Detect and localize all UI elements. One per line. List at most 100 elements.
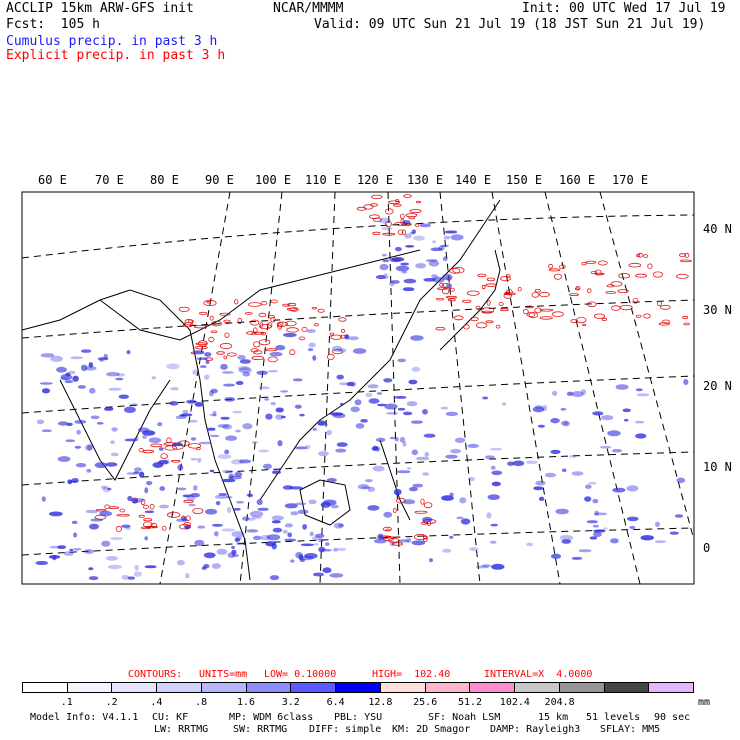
explicit-contour [363, 204, 374, 210]
explicit-contour [449, 267, 461, 274]
explicit-contour [503, 292, 516, 296]
cumulus-cell [415, 456, 430, 461]
explicit-contour [643, 313, 651, 319]
explicit-contour [485, 283, 497, 287]
cumulus-cell [444, 230, 458, 234]
cumulus-cell [467, 443, 480, 448]
cumulus-cell [551, 390, 558, 396]
cumulus-cell [194, 539, 205, 547]
cumulus-cell [217, 424, 229, 428]
explicit-contour [289, 349, 296, 356]
cumulus-cell [108, 564, 122, 570]
cumulus-cell [399, 436, 406, 443]
cumulus-cell [123, 406, 136, 413]
cumulus-cell [544, 472, 557, 478]
explicit-contour [534, 307, 542, 313]
cumulus-cell [294, 502, 307, 506]
cumulus-cell [275, 414, 284, 420]
cumulus-cell [284, 503, 298, 509]
cumulus-cell [144, 536, 149, 541]
cumulus-cell [442, 256, 448, 262]
explicit-contour [286, 327, 299, 333]
cumulus-cell [586, 520, 598, 524]
cumulus-cell [256, 370, 269, 375]
cumulus-cell [90, 415, 100, 420]
colorbar-swatch [470, 683, 516, 692]
explicit-contour [475, 305, 481, 310]
cumulus-cell [246, 493, 253, 497]
cumulus-cell [297, 509, 309, 514]
cumulus-cell [600, 445, 612, 449]
colorbar-swatch [380, 683, 426, 692]
cumulus-cell [201, 566, 207, 570]
cumulus-cell [459, 497, 467, 504]
explicit-contour [635, 273, 647, 278]
cumulus-cell [74, 419, 87, 424]
forecast-hour: Fcst: 105 h [6, 17, 100, 32]
cumulus-cell [423, 277, 436, 282]
cumulus-cell [226, 496, 233, 499]
cumulus-cell [615, 384, 629, 390]
levels: 51 levels [586, 712, 641, 723]
colorbar-units: mm [698, 697, 711, 708]
cumulus-cell [313, 543, 319, 546]
explicit-contour [587, 301, 597, 308]
cumulus-cell [394, 246, 402, 252]
cumulus-cell [676, 477, 686, 484]
cumulus-cell [89, 523, 100, 530]
explicit-contour [140, 526, 152, 530]
borneo-coast [299, 479, 351, 526]
cumulus-cell [192, 350, 205, 355]
cumulus-cell [612, 449, 623, 453]
cumulus-cell [406, 537, 412, 543]
cumulus-cell [622, 408, 631, 413]
explicit-contour [569, 293, 580, 297]
cumulus-cell [90, 518, 104, 522]
cumulus-cell [242, 371, 251, 377]
cumulus-cell [159, 504, 170, 509]
cumulus-cell [287, 532, 293, 538]
cumulus-cell [73, 547, 82, 551]
cumulus-cell [308, 342, 316, 348]
cumulus-cell [103, 407, 114, 411]
cumulus-cell [654, 540, 667, 543]
cumulus-cell [121, 575, 130, 580]
cumulus-cell [252, 535, 262, 541]
explicit-contour [659, 304, 671, 310]
cumulus-cell [198, 441, 212, 445]
explicit-contour [253, 327, 258, 334]
explicit-contour [447, 298, 456, 302]
lon-line-150 [544, 191, 641, 585]
colorbar-swatch [291, 683, 337, 692]
cumulus-cell [67, 479, 73, 485]
explicit-contour [391, 542, 404, 546]
explicit-contour [420, 498, 425, 505]
contour-label: CONTOURS: [128, 669, 183, 680]
colorbar-tick-label: .1 [60, 697, 73, 708]
cumulus-cell [235, 429, 241, 433]
colorbar-tick-label: 12.8 [368, 697, 393, 708]
colorbar-swatch [604, 683, 650, 692]
explicit-contour [463, 324, 470, 330]
explicit-contour [598, 260, 608, 266]
cumulus-cell [411, 366, 421, 372]
cumulus-cell [88, 362, 93, 368]
cumulus-cell [74, 445, 82, 449]
cumulus-cell [612, 487, 626, 493]
lon-label: 150 E [506, 173, 543, 187]
cumulus-cell [352, 348, 367, 354]
cumulus-cell [81, 349, 92, 353]
cumulus-cell [236, 500, 245, 504]
cumulus-cell [634, 420, 645, 424]
explicit-contour [553, 273, 563, 280]
cumulus-cell [71, 477, 79, 483]
cumulus-cell [211, 523, 223, 527]
cumulus-cell [445, 454, 458, 459]
explicit-contour [382, 232, 396, 236]
contour-units: UNITS=mm [199, 669, 248, 680]
explicit-contour [570, 319, 578, 324]
model-info: Model Info: V4.1.1 [30, 712, 139, 723]
explicit-contour [486, 300, 491, 306]
cumulus-cell [251, 516, 262, 520]
cumulus-cell [489, 447, 503, 451]
